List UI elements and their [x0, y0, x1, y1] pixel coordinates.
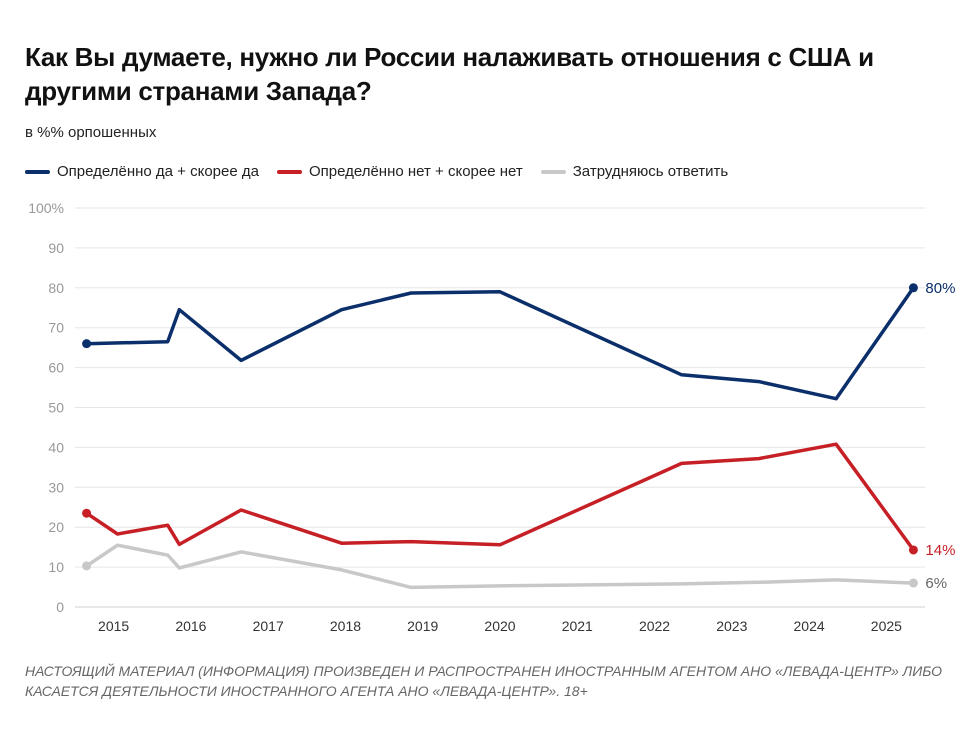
x-tick-label: 2023 — [716, 618, 747, 634]
series-start-point-1 — [82, 508, 92, 518]
y-tick-label: 100% — [28, 200, 64, 216]
x-tick-label: 2017 — [253, 618, 284, 634]
x-tick-label: 2015 — [98, 618, 129, 634]
y-tick-label: 20 — [48, 519, 64, 535]
x-tick-label: 2025 — [871, 618, 902, 634]
series-line-0 — [84, 286, 916, 401]
y-tick-label: 30 — [48, 479, 64, 495]
x-tick-label: 2018 — [330, 618, 361, 634]
x-tick-label: 2020 — [484, 618, 515, 634]
y-tick-label: 0 — [56, 599, 64, 615]
legend-swatch-yes — [25, 169, 50, 174]
y-tick-label: 10 — [48, 559, 64, 575]
y-tick-label: 50 — [48, 400, 64, 416]
x-tick-label: 2021 — [562, 618, 593, 634]
y-tick-label: 70 — [48, 320, 64, 336]
legend-item-no: Определённо нет + скорее нет — [276, 163, 523, 180]
y-tick-label: 90 — [48, 240, 64, 256]
disclaimer-footer: НАСТОЯЩИЙ МАТЕРИАЛ (ИНФОРМАЦИЯ) ПРОИЗВЕД… — [25, 663, 942, 699]
chart-subtitle: в %% орпошенных — [25, 124, 157, 141]
x-tick-label: 2022 — [639, 618, 670, 634]
y-tick-label: 40 — [48, 439, 64, 455]
legend-item-yes: Определённо да + скорее да — [25, 163, 259, 180]
series-line-2 — [84, 543, 916, 590]
series-end-point-2 — [908, 578, 918, 588]
legend-label-yes: Определённо да + скорее да — [57, 163, 259, 180]
series-end-label-0: 80% — [925, 280, 955, 297]
legend-swatch-undecided — [540, 169, 566, 174]
series-end-label-1: 14% — [925, 542, 955, 559]
series-start-point-0 — [82, 339, 92, 349]
line-chart: 0 10 20 30 40 50 60 70 80 90 100% 2015 2016 2017 2018 2… — [28, 200, 955, 634]
y-tick-label: 60 — [48, 360, 64, 376]
legend-item-undecided: Затрудняюсь ответить — [540, 163, 729, 180]
x-tick-label: 2016 — [175, 618, 206, 634]
y-tick-label: 80 — [48, 280, 64, 296]
series-end-point-0 — [908, 283, 918, 293]
chart-title: Как Вы думаете, нужно ли России налажива… — [25, 42, 874, 106]
legend-label-no: Определённо нет + скорее нет — [308, 163, 523, 180]
x-tick-label: 2024 — [794, 618, 825, 634]
legend-swatch-no — [276, 169, 302, 174]
legend: Определённо да + скорее да Определённо н… — [25, 163, 746, 180]
series-line-1 — [84, 442, 916, 552]
x-tick-label: 2019 — [407, 618, 438, 634]
legend-label-undecided: Затрудняюсь ответить — [572, 163, 729, 180]
series-start-point-2 — [82, 561, 92, 571]
series-end-point-1 — [908, 545, 918, 555]
series-end-label-2: 6% — [925, 575, 947, 592]
